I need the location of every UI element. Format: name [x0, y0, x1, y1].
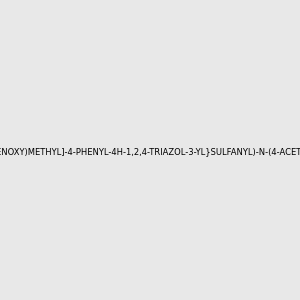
Text: 2-({5-[(3,4-DIMETHYLPHENOXY)METHYL]-4-PHENYL-4H-1,2,4-TRIAZOL-3-YL}SULFANYL)-N-(: 2-({5-[(3,4-DIMETHYLPHENOXY)METHYL]-4-PH…: [0, 147, 300, 156]
